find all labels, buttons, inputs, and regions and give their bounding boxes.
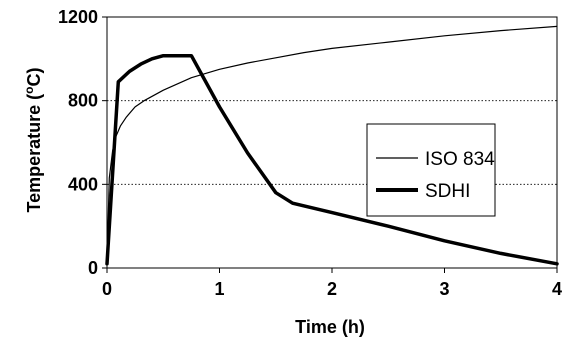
- x-tick-marks: [106, 268, 558, 273]
- plot-frame: [106, 16, 558, 269]
- x-tick-label-3: 3: [439, 279, 449, 299]
- y-tick-marks: [102, 16, 107, 269]
- x-tick-label-0: 0: [102, 279, 112, 299]
- x-tick-label-4: 4: [552, 279, 562, 299]
- y-tick-label-0: 0: [88, 258, 98, 278]
- y-tick-labels: 0 400 800 1200: [58, 7, 98, 278]
- y-axis-title-main: Temperature (: [24, 94, 44, 213]
- series-line-sdhi: [105, 53, 559, 266]
- x-tick-label-2: 2: [327, 279, 337, 299]
- y-axis-title-end: C): [24, 67, 44, 86]
- x-tick-labels: 0 1 2 3 4: [102, 279, 562, 299]
- y-tick-label-400: 400: [68, 174, 98, 194]
- plot-lines: [105, 25, 559, 266]
- axes: [106, 16, 558, 269]
- y-tick-label-1200: 1200: [58, 7, 98, 27]
- legend-label-iso834: ISO 834: [425, 149, 495, 170]
- legend-box: [366, 123, 496, 217]
- legend-label-sdhi: SDHI: [425, 181, 470, 202]
- x-tick-label-1: 1: [214, 279, 224, 299]
- x-axis-title: Time (h): [295, 317, 365, 337]
- y-axis-title: Temperature (oC): [22, 67, 44, 212]
- legend: ISO 834 SDHI: [366, 123, 496, 217]
- y-tick-label-800: 800: [68, 91, 98, 111]
- y-axis-title-degree: o: [22, 86, 36, 93]
